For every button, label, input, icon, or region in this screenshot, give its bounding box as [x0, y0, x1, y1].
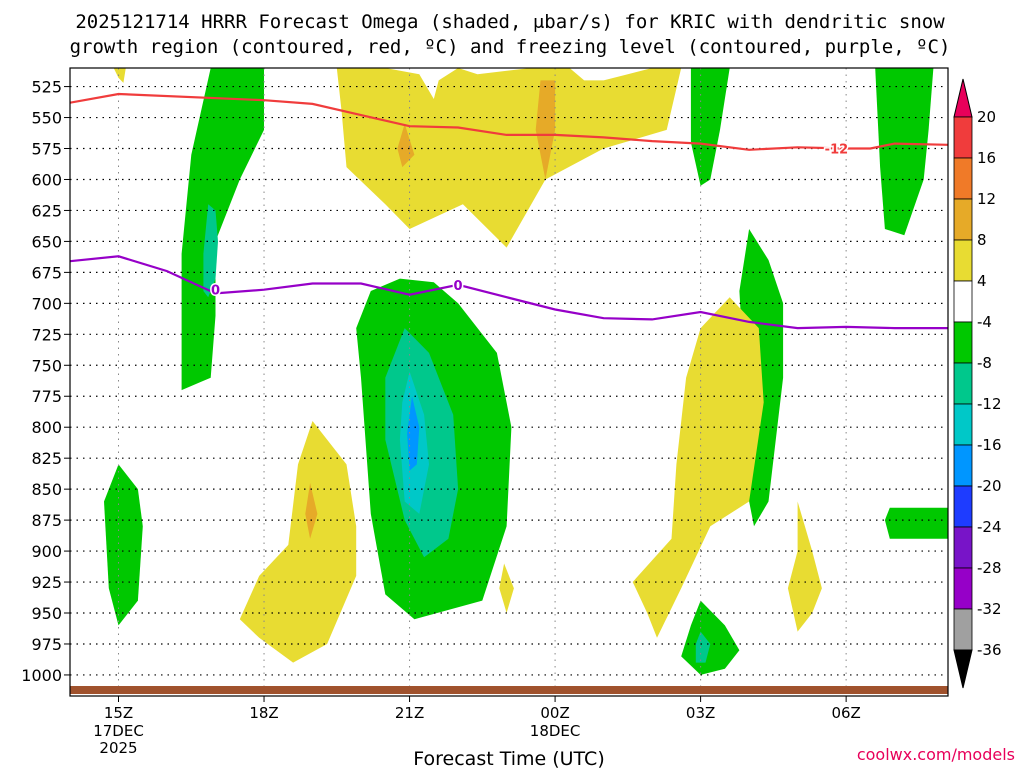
colorbar-label: -8 — [977, 354, 992, 372]
shaded-region-yellow-low-2 — [499, 563, 514, 613]
shaded-region-yellow-upper-1 — [336, 68, 682, 248]
x-tick-label: 00Z — [540, 704, 569, 722]
y-tick-label: 750 — [31, 356, 62, 375]
colorbar-label: -24 — [977, 518, 1002, 536]
x-tick-label: 06Z — [831, 704, 860, 722]
shaded-region-green-upper-2 — [690, 68, 730, 186]
x-tick-year: 2025 — [99, 739, 137, 757]
colorbar-swatch-top — [953, 78, 973, 118]
colorbar-label: -4 — [977, 313, 992, 331]
x-axis-label: Forecast Time (UTC) — [413, 748, 604, 768]
y-tick-label: 625 — [31, 201, 62, 220]
x-tick-label: 21Z — [395, 704, 424, 722]
x-tick-label: 03Z — [686, 704, 715, 722]
y-tick-label: 925 — [31, 573, 62, 592]
y-tick-label: 800 — [31, 418, 62, 437]
colorbar-swatch — [953, 526, 973, 569]
shaded-region-green-upper-1 — [181, 68, 264, 391]
y-tick-label: 975 — [31, 635, 62, 654]
y-tick-label: 525 — [31, 78, 62, 97]
colorbar-swatch — [953, 485, 973, 528]
shaded-region-orange-upper-1 — [535, 80, 556, 180]
colorbar-swatch-bottom — [953, 649, 973, 689]
y-tick-label: 600 — [31, 170, 62, 189]
shaded-region-green-upper-3 — [875, 68, 934, 236]
shaded-region-yellow-low-3 — [787, 501, 822, 632]
freezing-level-contour — [70, 255, 948, 330]
credit-text: coolwx.com/models — [857, 745, 1015, 764]
colorbar-label: -16 — [977, 436, 1002, 454]
grid — [70, 68, 948, 696]
shaded-region-green-low-1 — [104, 464, 143, 626]
freezing-contour-label: 0 — [454, 279, 463, 294]
shaded-region-green-right-edge — [884, 507, 948, 539]
y-tick-label: 550 — [31, 109, 62, 128]
colorbar-label: -36 — [977, 641, 1002, 659]
x-tick-date: 17DEC — [93, 722, 144, 740]
chart-title-line1: 2025121714 HRRR Forecast Omega (shaded, … — [75, 11, 945, 33]
colorbar-label: 8 — [977, 231, 987, 249]
shaded-region-blue-mid-1 — [407, 396, 420, 471]
dendritic-growth-contour — [70, 92, 948, 151]
colorbar-swatch — [953, 444, 973, 487]
shaded-region-yellow-mid-1 — [632, 297, 764, 638]
colorbar-swatch — [953, 198, 973, 241]
colorbar-swatch — [953, 116, 973, 159]
colorbar-swatch — [953, 321, 973, 364]
y-tick-label: 875 — [31, 511, 62, 530]
colorbar-label: 16 — [977, 149, 996, 167]
ground-strip — [70, 686, 948, 694]
dendritic-contour-label: -12 — [825, 143, 849, 158]
contour-lines: -12 0 0 — [70, 92, 948, 330]
shaded-region-teal-low-2 — [695, 631, 711, 663]
y-tick-label: 900 — [31, 542, 62, 561]
colorbar-swatch — [953, 362, 973, 405]
shaded-region-yellow-top-a — [113, 68, 126, 83]
colorbar-swatch — [953, 157, 973, 200]
colorbar-swatch — [953, 567, 973, 610]
y-tick-label: 650 — [31, 232, 62, 251]
colorbar-label: 12 — [977, 190, 996, 208]
shaded-region-orange-low-1 — [305, 483, 318, 539]
y-axis: 525 550 575 600 625 650 675 700 725 750 775 800 825 8… — [21, 78, 70, 685]
y-tick-label: 1000 — [21, 666, 62, 685]
x-tick-date: 18DEC — [530, 722, 581, 740]
colorbar-label: 20 — [977, 108, 996, 126]
x-tick-label: 18Z — [249, 704, 278, 722]
colorbar-label: -20 — [977, 477, 1002, 495]
y-tick-label: 775 — [31, 387, 62, 406]
colorbar-swatch — [953, 403, 973, 446]
shaded-region-yellow-low-1 — [239, 421, 357, 663]
y-tick-label: 700 — [31, 294, 62, 313]
freezing-contour-label: 0 — [211, 284, 220, 299]
x-tick-label: 15Z — [104, 704, 133, 722]
colorbar-swatch — [953, 280, 973, 323]
shaded-region-orange-upper-2 — [397, 123, 415, 168]
colorbar-label: -12 — [977, 395, 1002, 413]
y-tick-label: 950 — [31, 604, 62, 623]
colorbar: 20 16 12 8 4 -4 -8 -12 -16 -20 -24 -28 -32 -36 — [953, 78, 1002, 689]
chart-title-line2: growth region (contoured, red, ºC) and f… — [70, 36, 951, 58]
colorbar-swatch — [953, 608, 973, 651]
omega-shading — [104, 68, 948, 675]
y-tick-label: 850 — [31, 480, 62, 499]
y-tick-label: 575 — [31, 140, 62, 159]
y-tick-label: 675 — [31, 263, 62, 282]
shaded-region-green-low-2 — [681, 600, 740, 675]
colorbar-label: -32 — [977, 600, 1002, 618]
y-tick-label: 725 — [31, 325, 62, 344]
colorbar-swatch — [953, 239, 973, 282]
colorbar-label: 4 — [977, 272, 987, 290]
plot-frame — [69, 67, 949, 697]
shaded-region-teal-upper-1 — [203, 204, 218, 298]
y-tick-label: 825 — [31, 449, 62, 468]
colorbar-label: -28 — [977, 559, 1002, 577]
